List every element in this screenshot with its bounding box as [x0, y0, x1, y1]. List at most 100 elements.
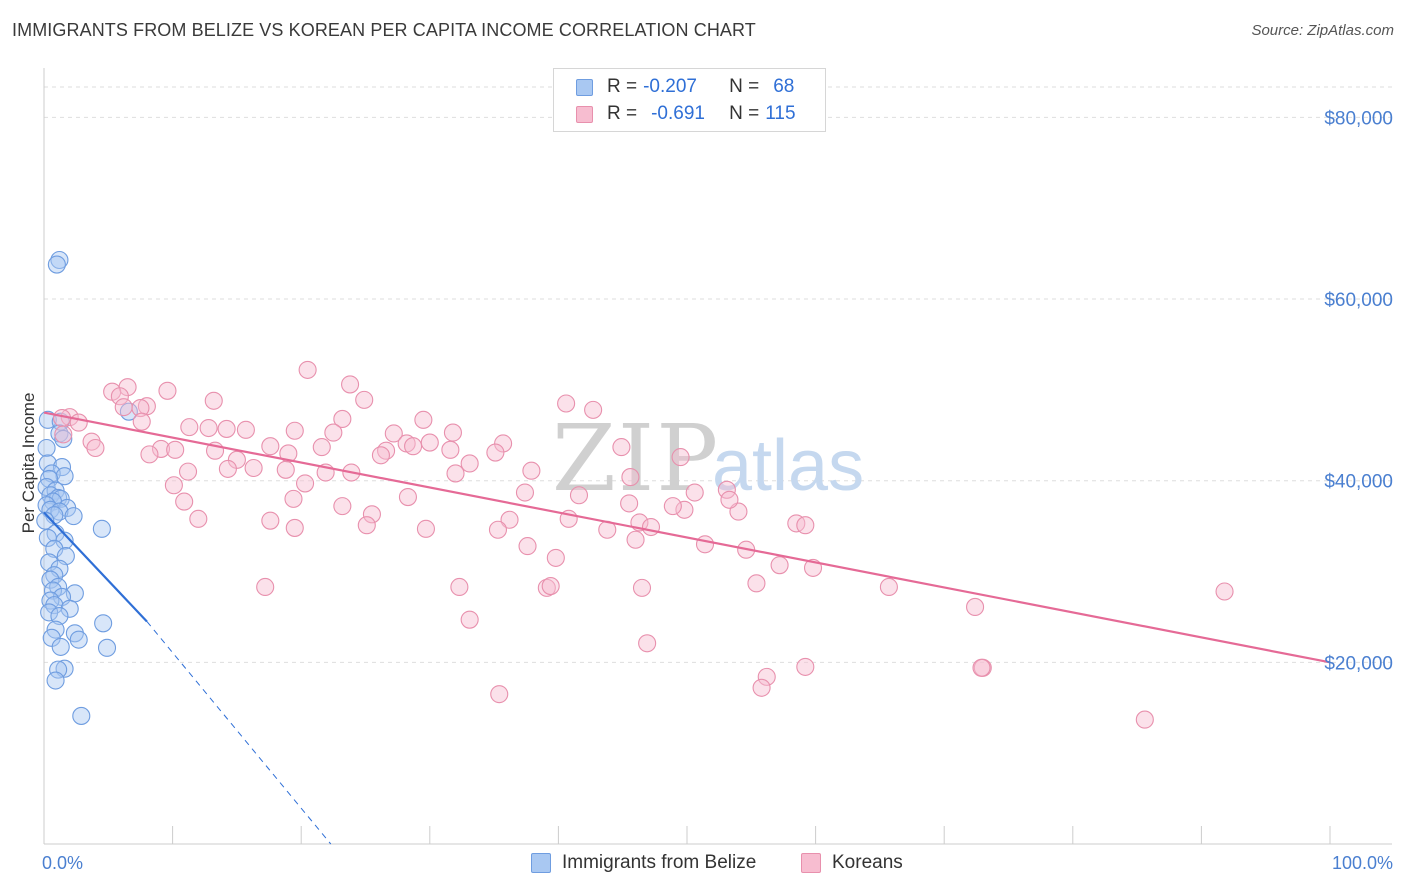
korean-point [86, 438, 105, 458]
watermark-atlas: atlas [712, 426, 864, 506]
belize-point [41, 570, 60, 589]
korean-point [324, 423, 343, 442]
belize-point [47, 255, 66, 274]
korean-point [443, 423, 462, 442]
korean-point [671, 448, 690, 467]
x-tick-label-max: 100.0% [1332, 853, 1393, 873]
korean-point [204, 391, 223, 410]
korean-point [362, 505, 381, 524]
belize-point [69, 630, 88, 649]
legend-n-value-belize: 68 [773, 76, 795, 97]
belize-point [51, 637, 70, 656]
y-axis-label: Per Capita Income [19, 393, 38, 534]
belize-point [45, 539, 64, 558]
korean-point [355, 390, 374, 409]
korean-point [357, 516, 376, 535]
belize-point [46, 671, 65, 690]
korean-point [632, 578, 652, 597]
belize-point [49, 660, 68, 679]
korean-point [879, 577, 898, 597]
belize-point [55, 467, 74, 486]
chart-title: IMMIGRANTS FROM BELIZE VS KOREAN PER CAP… [12, 20, 756, 40]
korean-point [296, 474, 315, 493]
x-tick-label-min: 0.0% [42, 853, 83, 873]
bottom-legend-swatch-koreans [801, 853, 821, 873]
korean-point [199, 418, 218, 438]
korean-point [541, 577, 560, 596]
belize-points [36, 250, 138, 725]
belize-point [60, 599, 79, 618]
korean-point [787, 514, 806, 533]
korean-point [1135, 710, 1154, 729]
belize-point [72, 706, 91, 725]
correlation-legend: R = -0.207 N = 68 R = -0.691 N = 115 [553, 68, 826, 132]
korean-point [446, 464, 465, 483]
y-tick-label: $20,000 [1324, 653, 1393, 674]
korean-point [110, 387, 129, 406]
belize-point [37, 438, 56, 458]
korean-point [518, 537, 537, 556]
korean-point [341, 375, 360, 394]
korean-point [1215, 582, 1234, 601]
korean-point [166, 440, 185, 459]
korean-point [626, 530, 645, 549]
korean-point [972, 658, 991, 677]
korean-point [546, 548, 565, 567]
belize-point [64, 507, 83, 526]
belize-point [97, 638, 117, 657]
korean-point [312, 438, 331, 457]
trend-lines [43, 411, 1331, 845]
korean-point [612, 438, 631, 457]
korean-point [69, 413, 88, 432]
korean-point [966, 597, 985, 617]
korean-point [261, 511, 280, 530]
korean-points [52, 360, 1234, 729]
korean-point [333, 497, 352, 516]
korean-point [796, 657, 815, 676]
legend-n-value-koreans: 115 [765, 103, 796, 124]
belize-point [92, 519, 111, 538]
legend-r-value-belize: -0.207 [643, 76, 697, 97]
bottom-legend-label-belize: Immigrants from Belize [562, 852, 757, 873]
legend-swatch-belize [576, 78, 593, 96]
korean-point [276, 460, 295, 479]
belize-point [40, 603, 59, 622]
korean-point [164, 476, 183, 495]
belize-trend-line [43, 511, 148, 623]
belize-point [50, 502, 69, 521]
y-tick-label: $80,000 [1324, 108, 1393, 129]
gridlines [44, 86, 1392, 663]
korean-point [285, 421, 304, 440]
korean-point [500, 510, 519, 529]
korean-point [180, 418, 199, 437]
belize-point [38, 454, 57, 473]
korean-point [236, 420, 255, 439]
legend-r-label: R = [607, 76, 638, 97]
korean-point [515, 483, 535, 502]
korean-point [371, 446, 390, 465]
korean-point [621, 468, 640, 487]
korean-point [261, 437, 280, 456]
korean-point [114, 398, 133, 417]
legend-row-koreans: R = -0.691 N = 115 [576, 102, 796, 126]
korean-point [398, 488, 417, 507]
korean-point [189, 509, 208, 528]
korean-point [663, 497, 682, 516]
korean-point [620, 494, 639, 513]
y-tick-label: $60,000 [1324, 290, 1393, 311]
korean-point [641, 517, 661, 537]
korean-point [486, 443, 505, 462]
korean-point [54, 425, 73, 444]
korean-point [284, 489, 303, 508]
korean-point [757, 667, 776, 686]
korean-point [720, 490, 739, 509]
legend-r-label: R = [607, 103, 638, 124]
korean-point [333, 409, 352, 428]
legend-n-label: N = [729, 76, 760, 97]
korean-point [404, 437, 423, 456]
korean-point [752, 678, 771, 697]
korean-point [460, 454, 479, 473]
korean-point [158, 381, 177, 400]
belize-trend-extension [146, 621, 332, 845]
